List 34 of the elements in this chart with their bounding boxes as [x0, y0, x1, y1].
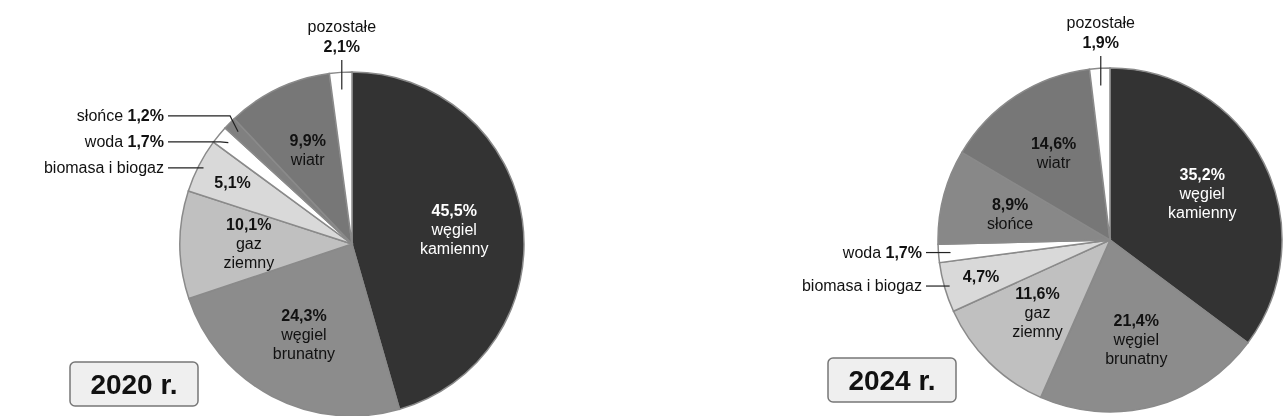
slice-label: biomasa i biogaz [43, 158, 164, 176]
data-label: 1,7% [123, 132, 164, 150]
text: 2024 r. [848, 365, 936, 396]
data-label: 10,1% [226, 216, 272, 234]
slice-label: biomasa i biogaz [801, 277, 922, 295]
data-label: 8,9% [991, 195, 1029, 213]
slice-label: woda [84, 132, 124, 150]
slice-label: gaz ziemny [223, 235, 275, 272]
slice-label: pozostałe [307, 18, 377, 35]
data-label: 11,6% [1015, 285, 1060, 303]
data-label: 1,2% [123, 106, 164, 124]
data-label: 14,6% [1030, 135, 1077, 153]
data-label: 5,1% [214, 173, 251, 191]
data-label: 9,9% [289, 132, 326, 150]
data-label: 1,7% [881, 243, 922, 261]
data-label: 2,1% [323, 38, 361, 55]
slice-label: gaz ziemny [1012, 304, 1063, 341]
slice-label: słońce [987, 214, 1034, 232]
slice-label: węgiel brunatny [1105, 330, 1168, 367]
slice-label: słońce [76, 106, 124, 124]
data-label: 4,7% [962, 268, 1000, 286]
text: 2020 r. [90, 369, 178, 400]
slice-label: woda [842, 243, 882, 261]
slice-label: pozostałe [1066, 14, 1136, 31]
slice-label: wiatr [1035, 154, 1072, 172]
data-label: 35,2% [1179, 165, 1225, 183]
slice-label: węgiel kamienny [419, 220, 489, 257]
slice-label: węgiel brunatny [272, 326, 336, 363]
data-label: 1,9% [1082, 34, 1119, 51]
data-label: 21,4% [1113, 311, 1159, 329]
slice-label: węgiel kamienny [1168, 184, 1237, 221]
data-label: 45,5% [431, 201, 477, 219]
slice-label: wiatr [289, 151, 326, 169]
data-label: 24,3% [281, 307, 327, 325]
